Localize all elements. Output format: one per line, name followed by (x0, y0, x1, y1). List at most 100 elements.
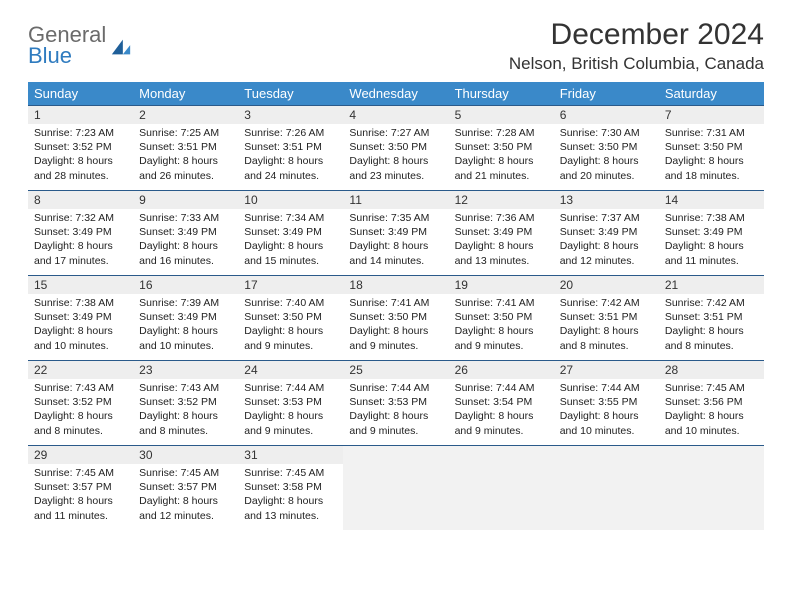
day-body: Sunrise: 7:34 AMSunset: 3:49 PMDaylight:… (238, 209, 343, 274)
sunrise-text: Sunrise: 7:44 AM (349, 381, 442, 395)
day-cell: 3Sunrise: 7:26 AMSunset: 3:51 PMDaylight… (238, 106, 343, 190)
daylight-line1: Daylight: 8 hours (665, 409, 758, 423)
daylight-line2: and 17 minutes. (34, 254, 127, 268)
daylight-line1: Daylight: 8 hours (139, 154, 232, 168)
day-number: 28 (659, 361, 764, 379)
day-body: Sunrise: 7:43 AMSunset: 3:52 PMDaylight:… (133, 379, 238, 444)
day-body: Sunrise: 7:23 AMSunset: 3:52 PMDaylight:… (28, 124, 133, 189)
daylight-line1: Daylight: 8 hours (349, 409, 442, 423)
day-cell: 8Sunrise: 7:32 AMSunset: 3:49 PMDaylight… (28, 191, 133, 275)
daylight-line1: Daylight: 8 hours (139, 494, 232, 508)
sunset-text: Sunset: 3:54 PM (455, 395, 548, 409)
sunset-text: Sunset: 3:50 PM (665, 140, 758, 154)
daylight-line1: Daylight: 8 hours (244, 494, 337, 508)
daylight-line1: Daylight: 8 hours (560, 154, 653, 168)
week-row: 1Sunrise: 7:23 AMSunset: 3:52 PMDaylight… (28, 105, 764, 190)
sunrise-text: Sunrise: 7:45 AM (139, 466, 232, 480)
day-cell: 29Sunrise: 7:45 AMSunset: 3:57 PMDayligh… (28, 446, 133, 530)
day-number: 10 (238, 191, 343, 209)
daylight-line2: and 10 minutes. (34, 339, 127, 353)
day-body: Sunrise: 7:32 AMSunset: 3:49 PMDaylight:… (28, 209, 133, 274)
sunrise-text: Sunrise: 7:38 AM (665, 211, 758, 225)
daylight-line2: and 24 minutes. (244, 169, 337, 183)
day-body: Sunrise: 7:41 AMSunset: 3:50 PMDaylight:… (343, 294, 448, 359)
day-body: Sunrise: 7:42 AMSunset: 3:51 PMDaylight:… (554, 294, 659, 359)
daylight-line2: and 13 minutes. (455, 254, 548, 268)
sunrise-text: Sunrise: 7:36 AM (455, 211, 548, 225)
daylight-line1: Daylight: 8 hours (349, 239, 442, 253)
weekday-header: Thursday (449, 82, 554, 105)
day-number: 20 (554, 276, 659, 294)
day-number: 18 (343, 276, 448, 294)
day-cell: 9Sunrise: 7:33 AMSunset: 3:49 PMDaylight… (133, 191, 238, 275)
weeks-container: 1Sunrise: 7:23 AMSunset: 3:52 PMDaylight… (28, 105, 764, 530)
sunrise-text: Sunrise: 7:25 AM (139, 126, 232, 140)
logo-mark-icon (110, 36, 132, 58)
location-text: Nelson, British Columbia, Canada (509, 54, 764, 74)
day-body: Sunrise: 7:31 AMSunset: 3:50 PMDaylight:… (659, 124, 764, 189)
daylight-line1: Daylight: 8 hours (34, 154, 127, 168)
day-number: 31 (238, 446, 343, 464)
day-body: Sunrise: 7:44 AMSunset: 3:53 PMDaylight:… (343, 379, 448, 444)
sunrise-text: Sunrise: 7:28 AM (455, 126, 548, 140)
day-body: Sunrise: 7:25 AMSunset: 3:51 PMDaylight:… (133, 124, 238, 189)
day-number: 25 (343, 361, 448, 379)
daylight-line2: and 21 minutes. (455, 169, 548, 183)
day-cell: 6Sunrise: 7:30 AMSunset: 3:50 PMDaylight… (554, 106, 659, 190)
weekday-header: Friday (554, 82, 659, 105)
daylight-line2: and 8 minutes. (665, 339, 758, 353)
week-row: 29Sunrise: 7:45 AMSunset: 3:57 PMDayligh… (28, 445, 764, 530)
daylight-line2: and 10 minutes. (139, 339, 232, 353)
day-cell: 2Sunrise: 7:25 AMSunset: 3:51 PMDaylight… (133, 106, 238, 190)
day-body: Sunrise: 7:30 AMSunset: 3:50 PMDaylight:… (554, 124, 659, 189)
sunset-text: Sunset: 3:49 PM (34, 310, 127, 324)
day-body: Sunrise: 7:26 AMSunset: 3:51 PMDaylight:… (238, 124, 343, 189)
sunset-text: Sunset: 3:49 PM (665, 225, 758, 239)
daylight-line2: and 13 minutes. (244, 509, 337, 523)
daylight-line1: Daylight: 8 hours (34, 409, 127, 423)
sunset-text: Sunset: 3:49 PM (244, 225, 337, 239)
daylight-line1: Daylight: 8 hours (34, 494, 127, 508)
daylight-line1: Daylight: 8 hours (139, 409, 232, 423)
header: General Blue December 2024 Nelson, Briti… (28, 18, 764, 74)
daylight-line1: Daylight: 8 hours (244, 239, 337, 253)
day-body: Sunrise: 7:44 AMSunset: 3:55 PMDaylight:… (554, 379, 659, 444)
weekday-header-row: SundayMondayTuesdayWednesdayThursdayFrid… (28, 82, 764, 105)
sunrise-text: Sunrise: 7:31 AM (665, 126, 758, 140)
sunrise-text: Sunrise: 7:42 AM (560, 296, 653, 310)
daylight-line1: Daylight: 8 hours (560, 239, 653, 253)
day-cell: 7Sunrise: 7:31 AMSunset: 3:50 PMDaylight… (659, 106, 764, 190)
day-number: 1 (28, 106, 133, 124)
day-number: 3 (238, 106, 343, 124)
daylight-line1: Daylight: 8 hours (455, 154, 548, 168)
sunset-text: Sunset: 3:51 PM (665, 310, 758, 324)
daylight-line2: and 28 minutes. (34, 169, 127, 183)
sunrise-text: Sunrise: 7:39 AM (139, 296, 232, 310)
day-cell: 19Sunrise: 7:41 AMSunset: 3:50 PMDayligh… (449, 276, 554, 360)
daylight-line1: Daylight: 8 hours (455, 409, 548, 423)
daylight-line2: and 23 minutes. (349, 169, 442, 183)
day-cell: 16Sunrise: 7:39 AMSunset: 3:49 PMDayligh… (133, 276, 238, 360)
daylight-line1: Daylight: 8 hours (665, 154, 758, 168)
day-body: Sunrise: 7:27 AMSunset: 3:50 PMDaylight:… (343, 124, 448, 189)
sunrise-text: Sunrise: 7:32 AM (34, 211, 127, 225)
day-cell: 4Sunrise: 7:27 AMSunset: 3:50 PMDaylight… (343, 106, 448, 190)
sunset-text: Sunset: 3:49 PM (139, 225, 232, 239)
month-title: December 2024 (509, 18, 764, 52)
sunrise-text: Sunrise: 7:30 AM (560, 126, 653, 140)
day-body: Sunrise: 7:45 AMSunset: 3:57 PMDaylight:… (28, 464, 133, 529)
day-cell (554, 446, 659, 530)
sunset-text: Sunset: 3:50 PM (349, 310, 442, 324)
sunset-text: Sunset: 3:49 PM (139, 310, 232, 324)
daylight-line2: and 11 minutes. (665, 254, 758, 268)
day-cell: 24Sunrise: 7:44 AMSunset: 3:53 PMDayligh… (238, 361, 343, 445)
sunset-text: Sunset: 3:52 PM (34, 395, 127, 409)
day-cell: 23Sunrise: 7:43 AMSunset: 3:52 PMDayligh… (133, 361, 238, 445)
sunrise-text: Sunrise: 7:35 AM (349, 211, 442, 225)
sunset-text: Sunset: 3:57 PM (139, 480, 232, 494)
day-number: 17 (238, 276, 343, 294)
day-cell: 30Sunrise: 7:45 AMSunset: 3:57 PMDayligh… (133, 446, 238, 530)
week-row: 8Sunrise: 7:32 AMSunset: 3:49 PMDaylight… (28, 190, 764, 275)
sunrise-text: Sunrise: 7:43 AM (139, 381, 232, 395)
day-cell: 1Sunrise: 7:23 AMSunset: 3:52 PMDaylight… (28, 106, 133, 190)
